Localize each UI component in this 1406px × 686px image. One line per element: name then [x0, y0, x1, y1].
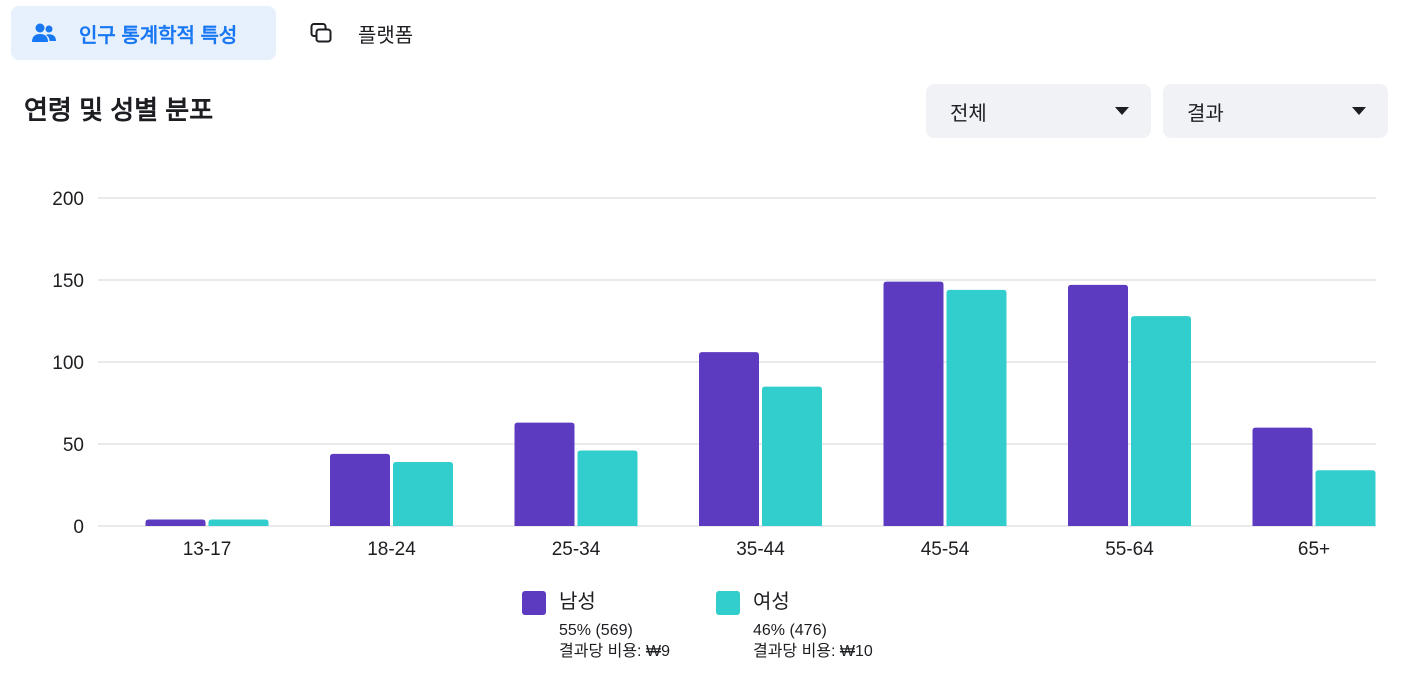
legend-cost-currency: ₩: [839, 643, 856, 660]
section-title: 연령 및 성별 분포: [24, 95, 214, 125]
bar-male: 남성 25-34: 63: [514, 422, 575, 526]
legend-cost-label: 결과당 비용:: [559, 643, 642, 660]
x-tick-label: 18-24: [367, 539, 416, 560]
legend-cost: 결과당 비용: ₩9: [559, 641, 670, 662]
bar-female: 여성 45-54: 144: [946, 289, 1007, 526]
legend-share: 46% (476): [752, 622, 827, 639]
bar-male: 남성 45-54: 149: [883, 281, 944, 526]
metric-dropdown[interactable]: 결과: [1163, 84, 1388, 138]
tab-bar: 인구 통계학적 특성 플랫폼: [11, 6, 413, 60]
legend-cost-label: 결과당 비용:: [752, 643, 836, 660]
tab-label: 플랫폼: [358, 24, 414, 47]
caret-down-icon: [1352, 107, 1366, 115]
chart-legend: 남성 55% (569) 결과당 비용: ₩9 여성 46% (476) 결과당…: [522, 588, 873, 662]
bar-male: 남성 35-44: 106: [699, 352, 759, 526]
y-tick-label: 200: [52, 189, 84, 210]
legend-cost-value: 10: [855, 643, 873, 660]
bar-male: 남성 13-17: 4: [145, 519, 206, 526]
x-tick-label: 13-17: [183, 539, 232, 560]
bar-female: 여성 55-64: 128: [1131, 316, 1191, 526]
platforms-icon: [308, 20, 334, 46]
bar-male: 남성 18-24: 44: [330, 453, 390, 526]
x-tick-label: 65+: [1298, 539, 1330, 560]
tab-label: 인구 통계학적 특성: [79, 24, 238, 47]
bar-female: 여성 35-44: 85: [762, 386, 822, 526]
caret-down-icon: [1115, 107, 1129, 115]
x-tick-label: 45-54: [921, 539, 970, 560]
bar-female: 여성 25-34: 46: [577, 450, 638, 526]
legend-cost-currency: ₩: [645, 643, 662, 660]
y-tick-label: 100: [52, 353, 84, 374]
legend-item-female[interactable]: 여성 46% (476) 결과당 비용: ₩10: [715, 588, 873, 662]
people-icon: [31, 20, 57, 46]
x-tick-label: 35-44: [736, 539, 785, 560]
legend-cost: 결과당 비용: ₩10: [753, 641, 873, 662]
age-gender-bar-chart: 0 50 100 150 200 남성 13-17: 4여성 13-17: 4 13-17 남…: [52, 189, 1376, 560]
y-tick-label: 50: [63, 435, 84, 456]
bar-female: 여성 13-17: 4: [208, 519, 269, 526]
legend-cost-value: 9: [661, 643, 670, 660]
scope-dropdown-value: 전체: [950, 102, 987, 125]
tab-platforms[interactable]: 플랫폼: [276, 6, 413, 60]
x-tick-label: 25-34: [552, 539, 601, 560]
legend-name: 남성: [559, 591, 596, 613]
bar-male: 남성 55-64: 147: [1068, 284, 1128, 526]
legend-share: 55% (569): [559, 622, 633, 639]
legend-swatch-female: [715, 591, 740, 615]
bar-female: 여성 18-24: 39: [393, 462, 453, 526]
x-tick-label: 55-64: [1105, 539, 1154, 560]
legend-text-female: 여성 46% (476) 결과당 비용: ₩10: [753, 588, 873, 662]
legend-item-male[interactable]: 남성 55% (569) 결과당 비용: ₩9: [522, 588, 670, 662]
tab-demographics[interactable]: 인구 통계학적 특성: [11, 6, 276, 60]
y-tick-label: 0: [73, 517, 84, 538]
legend-name: 여성: [752, 591, 790, 613]
scope-dropdown[interactable]: 전체: [926, 84, 1151, 138]
legend-text-male: 남성 55% (569) 결과당 비용: ₩9: [559, 588, 670, 662]
bar-male: 남성 65+: 60: [1252, 427, 1313, 526]
legend-swatch-male: [522, 591, 546, 615]
y-tick-label: 150: [52, 271, 84, 292]
metric-dropdown-value: 결과: [1187, 102, 1224, 125]
bar-female: 여성 65+: 34: [1315, 470, 1376, 526]
